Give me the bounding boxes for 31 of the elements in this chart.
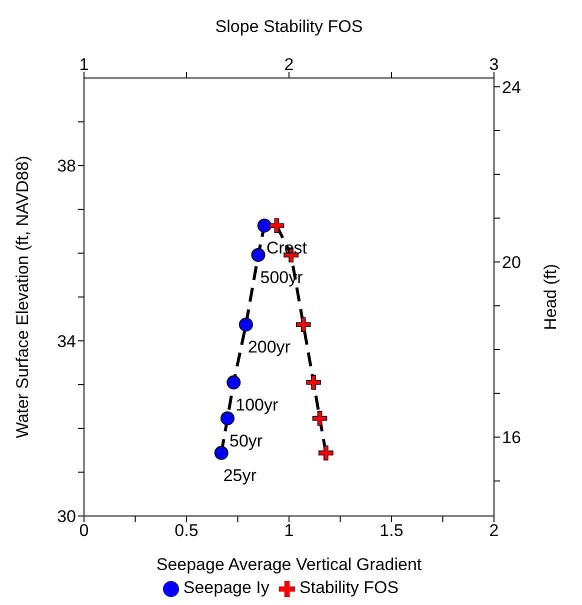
x-tick-label: 2 xyxy=(489,521,499,540)
point xyxy=(251,248,266,262)
x2-axis-title: Slope Stability FOS xyxy=(215,17,363,36)
y-tick-label: 34 xyxy=(57,332,76,351)
y-tick-label: 30 xyxy=(57,507,76,526)
x-tick-label: 0 xyxy=(79,521,89,540)
y2-tick-label: 16 xyxy=(502,428,521,448)
x-tick-label: 0.5 xyxy=(174,521,198,540)
y-tick-label: 38 xyxy=(57,156,76,176)
x-tick-label: 1 xyxy=(284,521,294,540)
y-axis-title: Water Surface Elevation (ft, NAVD88) xyxy=(13,156,32,438)
legend-label: Stability FOS xyxy=(299,578,399,597)
annotation: 200yr xyxy=(248,338,291,357)
y2-tick-label: 20 xyxy=(502,252,521,272)
y2-axis-title: Head (ft) xyxy=(541,264,560,330)
x2-tick-label: 3 xyxy=(489,55,499,74)
x2-tick-label: 2 xyxy=(284,55,294,74)
point xyxy=(220,411,234,426)
point xyxy=(214,446,228,460)
annotation: 100yr xyxy=(236,395,279,414)
x2-tick-label: 1 xyxy=(79,55,89,74)
point xyxy=(238,318,253,332)
point xyxy=(257,218,272,233)
annotation: 50yr xyxy=(230,431,263,450)
x-axis-title: Seepage Average Vertical Gradient xyxy=(156,555,422,574)
point xyxy=(226,375,241,390)
y2-tick-label: 24 xyxy=(502,78,521,97)
x-tick-label: 1.5 xyxy=(380,521,404,540)
annotation: 25yr xyxy=(223,466,257,485)
legend-label: Seepage Iy xyxy=(183,578,270,597)
annotation: 500yr xyxy=(260,268,304,287)
